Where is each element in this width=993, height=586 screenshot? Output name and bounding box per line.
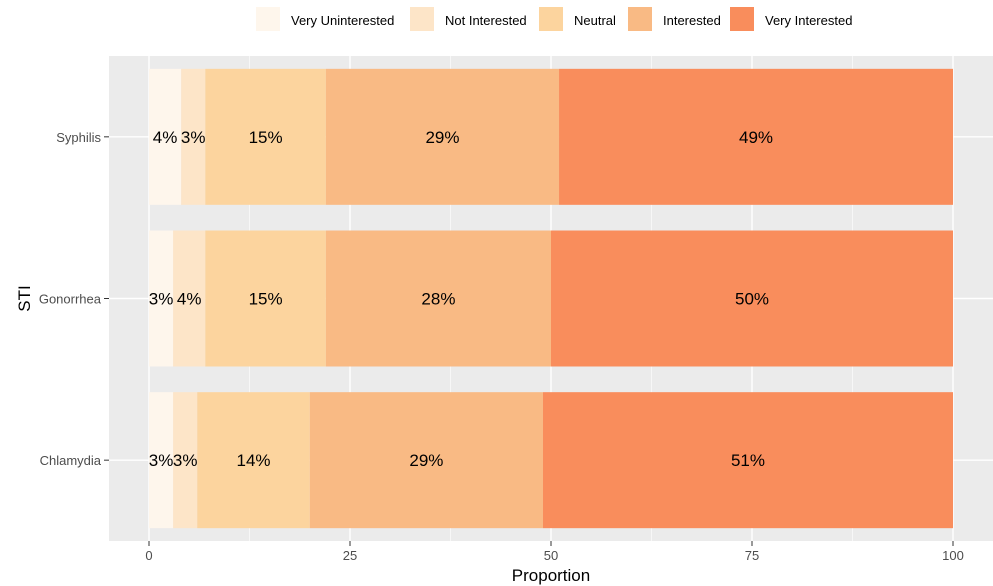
y-axis: Syphilis Gonorrhea Chlamydia xyxy=(39,130,109,468)
x-axis-title: Proportion xyxy=(512,566,590,585)
bar-segment xyxy=(173,230,206,367)
bar-value-label: 3% xyxy=(173,451,198,470)
bar-value-label: 14% xyxy=(237,451,271,470)
bar-segment xyxy=(205,68,326,205)
bar-value-label: 15% xyxy=(249,128,283,147)
bar-value-label: 4% xyxy=(177,290,202,309)
bar-value-label: 29% xyxy=(425,128,459,147)
y-axis-title: STI xyxy=(15,285,34,311)
bar-segment xyxy=(542,392,953,529)
x-tick-label: 0 xyxy=(145,548,152,563)
bar-value-label: 3% xyxy=(181,128,206,147)
x-tick-label: 25 xyxy=(343,548,357,563)
legend-key xyxy=(256,7,280,31)
bar-segment xyxy=(559,68,953,205)
bar-segment xyxy=(551,230,953,367)
y-tick-label: Syphilis xyxy=(56,130,101,145)
bar-segment xyxy=(309,392,543,529)
legend-label: Neutral xyxy=(574,13,616,28)
x-axis: 0 25 50 75 100 xyxy=(145,541,964,563)
bar-value-label: 28% xyxy=(421,290,455,309)
bar-segment xyxy=(181,68,206,205)
y-tick-label: Chlamydia xyxy=(40,453,102,468)
legend-key xyxy=(628,7,652,31)
x-tick-label: 50 xyxy=(544,548,558,563)
bar-value-label: 51% xyxy=(731,451,765,470)
legend-label: Not Interested xyxy=(445,13,527,28)
y-tick-label: Gonorrhea xyxy=(39,292,102,307)
x-tick-label: 75 xyxy=(745,548,759,563)
bar-value-label: 4% xyxy=(153,128,178,147)
bar-value-label: 29% xyxy=(409,451,443,470)
bar-value-label: 15% xyxy=(249,290,283,309)
bar-segment xyxy=(325,230,551,367)
bar-segment xyxy=(205,230,326,367)
bar-segment xyxy=(149,230,174,367)
bar-value-label: 50% xyxy=(735,290,769,309)
legend-label: Very Uninterested xyxy=(291,13,394,28)
bar-segment xyxy=(149,392,174,529)
bar-segment xyxy=(149,68,182,205)
bar-value-label: 3% xyxy=(149,290,174,309)
legend-label: Interested xyxy=(663,13,721,28)
bar-value-label: 49% xyxy=(739,128,773,147)
bars: 4% 3% 15% 29% 49%3% 4% 15% 28% 50%3% 3% 14% 29% 51% xyxy=(149,68,953,529)
legend-label: Very Interested xyxy=(765,13,852,28)
x-tick-label: 100 xyxy=(942,548,964,563)
bar-value-label: 3% xyxy=(149,451,174,470)
legend-key xyxy=(539,7,563,31)
legend-key xyxy=(730,7,754,31)
bar-segment xyxy=(325,68,560,205)
legend: Very Uninterested Not Interested Neutral In… xyxy=(256,7,852,31)
bar-segment xyxy=(197,392,310,529)
bar-segment xyxy=(173,392,198,529)
legend-key xyxy=(410,7,434,31)
